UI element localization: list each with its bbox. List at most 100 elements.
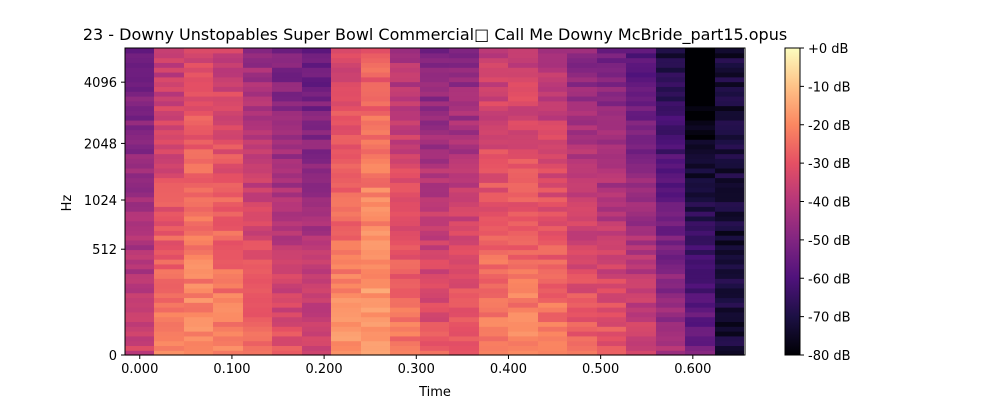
heatmap-cell [597, 110, 626, 116]
heatmap-cell [479, 335, 508, 342]
heatmap-cell [331, 211, 361, 217]
heatmap-cell [449, 134, 479, 140]
heatmap-cell [302, 163, 331, 169]
heatmap-cell [154, 119, 184, 126]
heatmap-cell [715, 172, 744, 179]
heatmap-cell [656, 153, 685, 159]
heatmap-cell [420, 100, 449, 107]
heatmap-cell [272, 105, 302, 111]
heatmap-cell [420, 254, 449, 260]
heatmap-cell [302, 311, 331, 318]
heatmap-cell [390, 287, 420, 294]
heatmap-cell [685, 57, 715, 63]
heatmap-cell [626, 110, 656, 116]
heatmap-cell [390, 129, 420, 135]
heatmap-cell [125, 48, 154, 54]
heatmap-cell [656, 105, 685, 111]
heatmap-cell [213, 124, 243, 131]
heatmap-cell [656, 129, 685, 135]
heatmap-cell [125, 134, 154, 140]
heatmap-cell [567, 191, 597, 198]
heatmap-cell [567, 105, 597, 111]
heatmap-cell [449, 48, 479, 54]
heatmap-cell [656, 278, 685, 284]
heatmap-cell [272, 244, 302, 251]
heatmap-cell [331, 62, 361, 68]
heatmap-cell [361, 129, 390, 135]
heatmap-cell [538, 139, 567, 145]
heatmap-cell [390, 148, 420, 155]
heatmap-cell [125, 259, 154, 265]
heatmap-cell [125, 57, 154, 63]
heatmap-cell [479, 57, 508, 63]
heatmap-cell [331, 139, 361, 145]
heatmap-cell [508, 220, 538, 227]
heatmap-cell [449, 167, 479, 174]
heatmap-cell [715, 163, 744, 169]
heatmap-cell [567, 110, 597, 116]
heatmap-cell [449, 292, 479, 299]
heatmap-cell [479, 91, 508, 97]
heatmap-cell [626, 115, 656, 121]
heatmap-cell [626, 182, 656, 188]
heatmap-cell [597, 163, 626, 169]
heatmap-cell [538, 172, 567, 179]
heatmap-cell [125, 278, 154, 284]
heatmap-cell [538, 244, 567, 251]
heatmap-cell [213, 76, 243, 83]
heatmap-cell [302, 177, 331, 183]
heatmap-cell [361, 119, 390, 126]
heatmap-cell [184, 350, 213, 356]
heatmap-cell [361, 220, 390, 227]
heatmap-cell [449, 124, 479, 131]
heatmap-cell [213, 191, 243, 198]
heatmap-cell [361, 326, 390, 332]
heatmap-cell [715, 211, 744, 217]
heatmap-cell [715, 196, 744, 203]
heatmap-cell [184, 335, 213, 342]
heatmap-cell [184, 201, 213, 207]
heatmap-cell [213, 230, 243, 236]
heatmap-cell [420, 71, 449, 78]
heatmap-cell [302, 316, 331, 323]
heatmap-cell [567, 211, 597, 217]
heatmap-cell [715, 302, 744, 308]
heatmap-cell [361, 350, 390, 356]
heatmap-cell [715, 81, 744, 87]
heatmap-cell [449, 297, 479, 303]
heatmap-cell [302, 76, 331, 83]
heatmap-cell [685, 129, 715, 135]
heatmap-cell [272, 220, 302, 227]
heatmap-cell [184, 268, 213, 275]
heatmap-cell [243, 225, 272, 231]
heatmap-cell [154, 278, 184, 284]
heatmap-cell [567, 302, 597, 308]
heatmap-cell [302, 105, 331, 111]
heatmap-cell [508, 95, 538, 102]
heatmap-cell [184, 124, 213, 131]
heatmap-cell [243, 345, 272, 351]
heatmap-cell [390, 119, 420, 126]
heatmap-cell [125, 340, 154, 347]
heatmap-cell [213, 139, 243, 145]
heatmap-cell [597, 263, 626, 270]
heatmap-cell [656, 139, 685, 145]
heatmap-cell [715, 259, 744, 265]
heatmap-cell [449, 119, 479, 126]
heatmap-cell [479, 110, 508, 116]
heatmap-cell [125, 91, 154, 97]
heatmap-cell [331, 129, 361, 135]
heatmap-cell [656, 239, 685, 246]
heatmap-cell [715, 143, 744, 150]
heatmap-cell [154, 95, 184, 102]
heatmap-cell [125, 254, 154, 260]
heatmap-cell [184, 172, 213, 179]
heatmap-cell [420, 292, 449, 299]
heatmap-cell [626, 67, 656, 73]
heatmap-cell [597, 230, 626, 236]
heatmap-cell [243, 129, 272, 135]
heatmap-cell [390, 302, 420, 308]
heatmap-cell [390, 326, 420, 332]
heatmap-cell [243, 206, 272, 212]
heatmap-cell [538, 345, 567, 351]
